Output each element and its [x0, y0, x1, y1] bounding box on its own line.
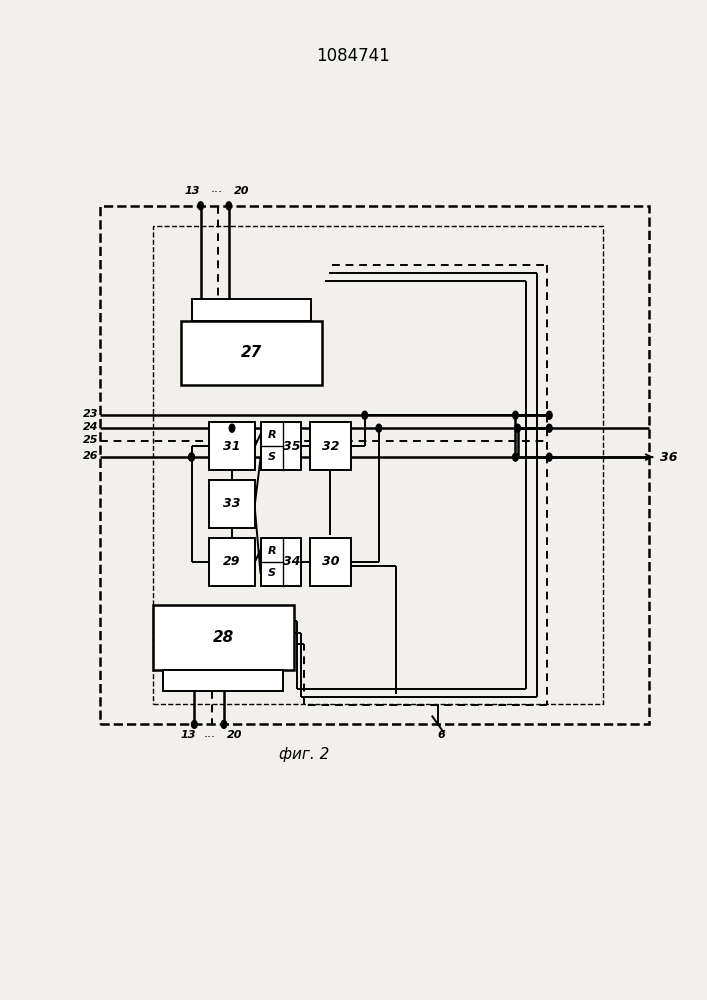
Text: 1084741: 1084741 [317, 47, 390, 65]
Circle shape [513, 411, 518, 419]
Circle shape [547, 453, 552, 461]
Text: 13: 13 [181, 730, 197, 740]
Text: 30: 30 [322, 555, 339, 568]
Circle shape [547, 424, 552, 432]
Bar [261, 538, 301, 586]
Circle shape [376, 424, 382, 432]
Bar [100, 206, 649, 724]
Bar [163, 670, 283, 691]
Text: 29: 29 [223, 555, 241, 568]
Bar [261, 422, 301, 470]
Text: 13: 13 [185, 186, 200, 196]
Text: R: R [267, 430, 276, 440]
Bar [153, 226, 604, 704]
Text: 26: 26 [83, 451, 98, 461]
Text: 23: 23 [83, 409, 98, 419]
Text: 27: 27 [241, 345, 262, 360]
Circle shape [226, 202, 232, 210]
Text: ...: ... [204, 727, 216, 740]
Circle shape [513, 453, 518, 461]
Text: 20: 20 [227, 730, 243, 740]
Bar [181, 321, 322, 385]
Text: 20: 20 [234, 186, 250, 196]
Text: 34: 34 [284, 555, 301, 568]
Circle shape [229, 424, 235, 432]
Circle shape [189, 453, 194, 461]
Text: R: R [267, 546, 276, 556]
Circle shape [515, 424, 520, 432]
Text: 33: 33 [223, 497, 241, 510]
Text: 24: 24 [83, 422, 98, 432]
Text: фиг. 2: фиг. 2 [279, 747, 329, 762]
Text: 31: 31 [223, 440, 241, 453]
Text: 32: 32 [322, 440, 339, 453]
Text: 28: 28 [213, 630, 234, 645]
Bar [153, 605, 293, 670]
Circle shape [362, 411, 368, 419]
Bar [209, 480, 255, 528]
Bar [310, 538, 351, 586]
Bar [209, 422, 255, 470]
Circle shape [192, 720, 197, 728]
Bar [209, 538, 255, 586]
Circle shape [189, 453, 194, 461]
Bar [192, 299, 311, 321]
Text: 35: 35 [284, 440, 301, 453]
Text: 36: 36 [660, 451, 677, 464]
Circle shape [221, 720, 227, 728]
Text: 6: 6 [438, 730, 445, 740]
Bar [310, 422, 351, 470]
Text: 25: 25 [83, 435, 98, 445]
Text: S: S [268, 568, 276, 578]
Text: ...: ... [211, 182, 223, 195]
Circle shape [198, 202, 204, 210]
Circle shape [547, 411, 552, 419]
Text: S: S [268, 452, 276, 462]
